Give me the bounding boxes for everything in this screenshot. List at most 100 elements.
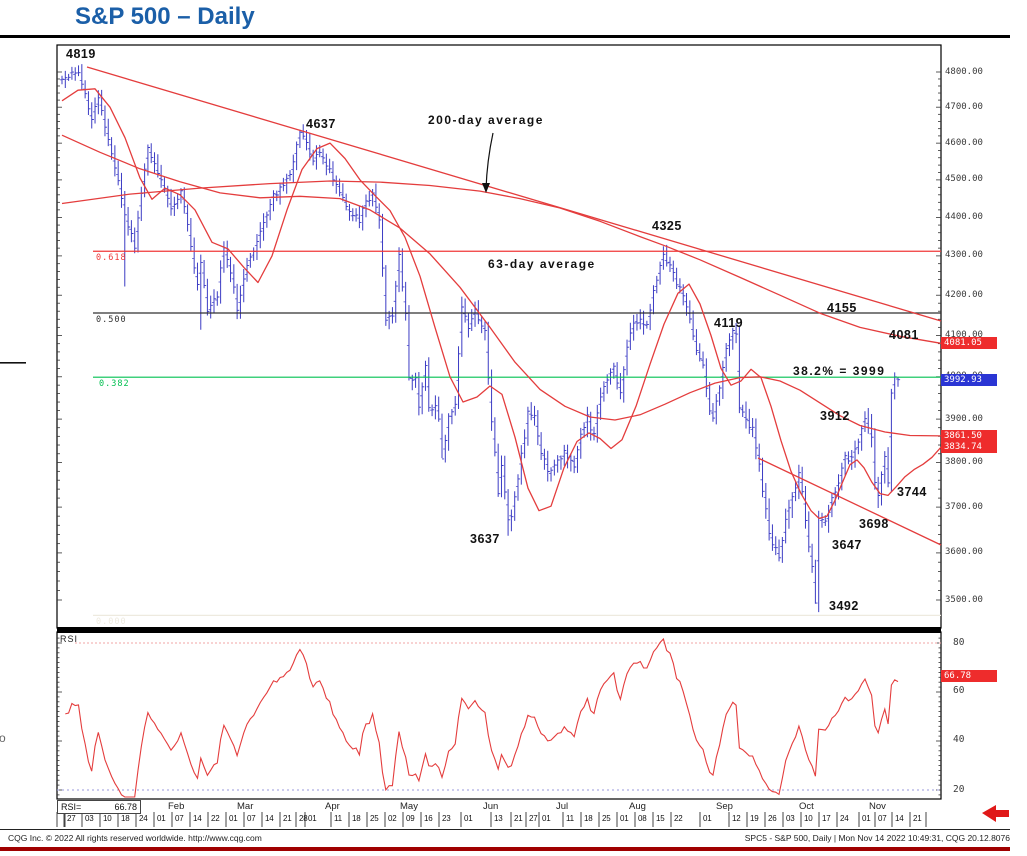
axis-price-box: 3992.93 <box>941 373 997 386</box>
swing-label-3698: 3698 <box>859 517 889 531</box>
price-bar-opens <box>59 72 898 583</box>
swing-label-3912: 3912 <box>820 409 850 423</box>
swing-label-4637: 4637 <box>306 117 336 131</box>
month-label-jul: Jul <box>556 801 569 812</box>
fib-label-0.000: 0.000 <box>96 617 127 628</box>
month-label-mar: Mar <box>237 801 254 812</box>
date-tick: 22 <box>674 814 683 823</box>
swing-label-3492: 3492 <box>829 599 859 613</box>
rsi-panel-title: RSI <box>60 634 79 644</box>
rsi-line <box>65 637 899 798</box>
date-tick: 18 <box>352 814 361 823</box>
date-tick: 01 <box>542 814 551 823</box>
200-day-average-label: 200-day average <box>428 113 544 127</box>
date-tick: 26 <box>768 814 777 823</box>
footer-symbol-timestamp: SPC5 - S&P 500, Daily | Mon Nov 14 2022 … <box>744 833 1010 843</box>
date-tick: 24 <box>840 814 849 823</box>
date-tick: 14 <box>895 814 904 823</box>
date-tick: 07 <box>247 814 256 823</box>
date-tick: 01 <box>157 814 166 823</box>
date-tick: 01 <box>464 814 473 823</box>
rsi-readout-box: RSI= 66.78 <box>57 800 141 814</box>
200-day-average-line <box>61 180 942 344</box>
date-tick: 18 <box>121 814 130 823</box>
date-tick: 03 <box>85 814 94 823</box>
date-tick: 01 <box>308 814 317 823</box>
price-axis-label: 4600.00 <box>945 137 983 148</box>
price-axis-label: 4700.00 <box>945 101 983 112</box>
date-tick: 10 <box>103 814 112 823</box>
price-axis-label: 4100.00 <box>945 330 983 340</box>
month-label-sep: Sep <box>716 801 733 812</box>
left-margin-dash <box>0 362 26 364</box>
price-axis-label: 3600.00 <box>945 547 983 558</box>
21-day-average-line <box>61 88 942 520</box>
date-tick: 28 <box>299 814 308 823</box>
scroll-left-arrow-icon[interactable] <box>982 805 1009 822</box>
swing-label-4155: 4155 <box>827 301 857 315</box>
date-tick: 09 <box>406 814 415 823</box>
date-tick: 07 <box>878 814 887 823</box>
rsi-panel-border <box>56 631 942 800</box>
month-label-jun: Jun <box>483 801 499 812</box>
date-tick: 23 <box>442 814 451 823</box>
date-tick: 21 <box>913 814 922 823</box>
fib-target-annotation: 38.2% = 3999 <box>793 364 886 378</box>
price-axis-label: 3900.00 <box>945 413 983 424</box>
price-axis-label: 4200.00 <box>945 289 983 300</box>
left-margin-cut-text: co <box>0 731 6 745</box>
date-tick: 01 <box>620 814 629 823</box>
footer-copyright: CQG Inc. © 2022 All rights reserved worl… <box>8 833 262 843</box>
swing-label-3744: 3744 <box>897 485 927 499</box>
rsi-readout-value: 66.78 <box>114 802 137 812</box>
title-divider <box>0 35 1010 38</box>
date-tick: 07 <box>175 814 184 823</box>
date-tick: 21 <box>514 814 523 823</box>
fib-label-0.618: 0.618 <box>96 253 127 264</box>
date-tick: 13 <box>494 814 503 823</box>
axis-price-box: 4081.05 <box>941 337 997 350</box>
date-tick: 18 <box>584 814 593 823</box>
date-tick: 12 <box>732 814 741 823</box>
price-axis-label: 3500.00 <box>945 594 983 605</box>
price-axis-label: 3800.00 <box>945 457 983 468</box>
month-label-aug: Aug <box>629 801 646 812</box>
date-tick: 01 <box>229 814 238 823</box>
rsi-axis-label: 60 <box>953 685 965 696</box>
panel-separator <box>57 627 941 633</box>
swing-label-4325: 4325 <box>652 219 682 233</box>
date-tick: 02 <box>388 814 397 823</box>
swing-label-3637: 3637 <box>470 532 500 546</box>
rsi-axis-label: 20 <box>953 784 965 795</box>
63-day-average-label: 63-day average <box>488 257 596 271</box>
date-tick: 24 <box>139 814 148 823</box>
trendline-2 <box>757 457 942 546</box>
date-tick: 16 <box>424 814 433 823</box>
annotation-arrow-line <box>485 132 494 190</box>
annotation-arrow-head <box>482 183 490 193</box>
fib-label-0.382: 0.382 <box>99 379 130 390</box>
price-bars <box>61 64 899 613</box>
price-axis-label: 4300.00 <box>945 250 983 261</box>
trendline-1 <box>86 66 942 322</box>
price-axis-label: 4400.00 <box>945 211 983 222</box>
fib-label-0.500: 0.500 <box>96 315 127 326</box>
rsi-axis-label: 40 <box>953 734 965 745</box>
swing-label-4119: 4119 <box>714 316 744 330</box>
date-tick: 27 <box>529 814 538 823</box>
price-bar-closes <box>62 71 901 604</box>
date-tick: 17 <box>822 814 831 823</box>
date-tick: 10 <box>804 814 813 823</box>
month-label-may: May <box>400 801 418 812</box>
date-tick: 27 <box>67 814 76 823</box>
swing-label-4081: 4081 <box>889 328 919 342</box>
footer-red-rule <box>0 847 1010 851</box>
date-tick: 03 <box>786 814 795 823</box>
date-tick: 08 <box>638 814 647 823</box>
month-label-nov: Nov <box>869 801 886 812</box>
date-tick: 15 <box>656 814 665 823</box>
page-title: S&P 500 – Daily <box>75 3 255 30</box>
date-tick: 01 <box>862 814 871 823</box>
date-tick: 11 <box>334 814 342 823</box>
